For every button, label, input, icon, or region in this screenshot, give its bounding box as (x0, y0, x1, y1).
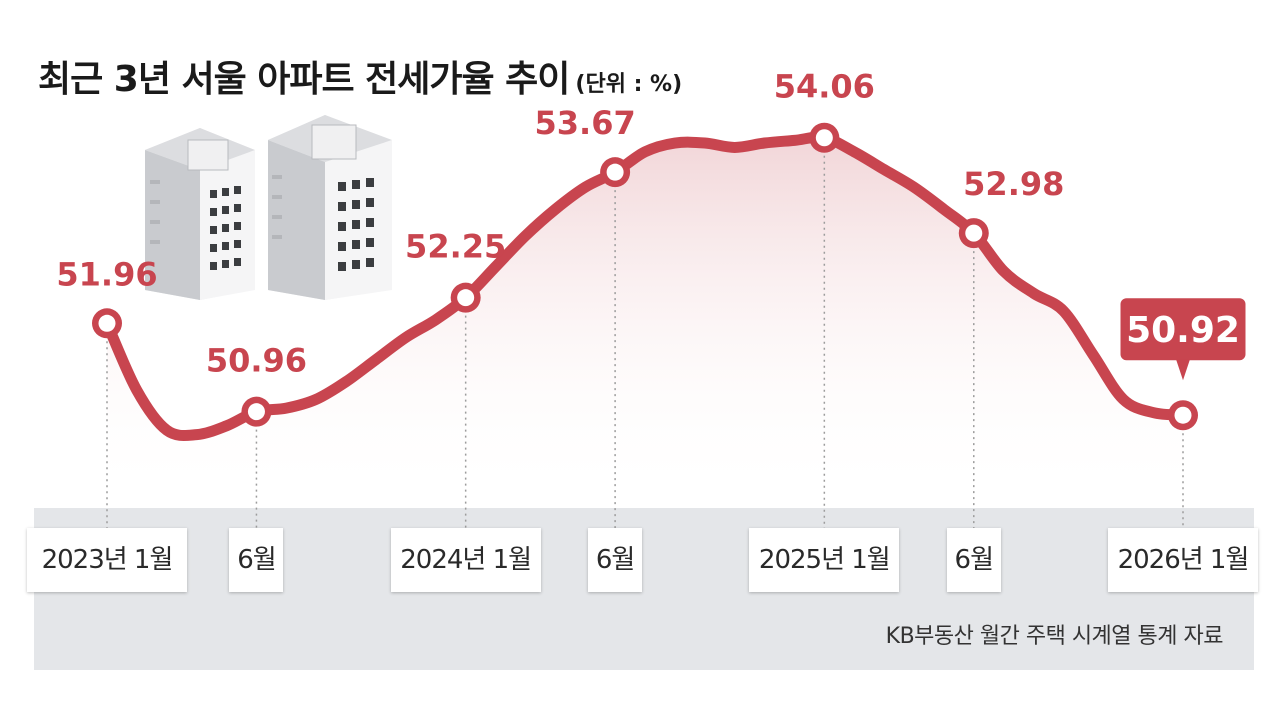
data-label: 52.25 (405, 228, 506, 266)
x-tick-label: 2025년 1월 (749, 528, 900, 592)
x-tick-label: 2024년 1월 (390, 528, 541, 592)
source-note: KB부동산 월간 주택 시계열 통계 자료 (885, 624, 1224, 649)
point-marker-center (1174, 406, 1192, 424)
data-label: 52.98 (963, 165, 1064, 203)
data-labels: 51.96 50.96 52.25 53.67 54.06 52.98 50.92 (56, 68, 1246, 381)
chart-title-text: 최근 3년 서울 아파트 전세가율 추이 (38, 59, 570, 100)
x-tick-label: 2026년 1월 (1108, 528, 1258, 592)
apartment-building-icon (145, 115, 392, 300)
series-line (101, 131, 1189, 442)
data-label: 53.67 (535, 104, 636, 142)
callout-box (1120, 298, 1246, 361)
data-label: 51.96 (56, 255, 157, 293)
callout-tail (1176, 359, 1190, 381)
point-marker-center (815, 129, 833, 147)
area-shape (107, 137, 1183, 501)
guide-lines (106, 149, 1184, 528)
point-marker-center (98, 314, 116, 332)
chart-title: 최근 3년 서울 아파트 전세가율 추이 (단위 : %) (38, 50, 682, 102)
highlight-callout: 50.92 (1120, 298, 1246, 381)
data-label: 50.96 (206, 342, 307, 380)
x-tick-label: 6월 (229, 528, 284, 592)
point-marker-center (457, 289, 475, 307)
point-marker-center (606, 163, 624, 181)
point-marker-center (965, 224, 983, 242)
series-line-path (101, 131, 1189, 442)
x-tick-label: 6월 (946, 528, 1001, 592)
area-fill (107, 137, 1183, 501)
x-tick-label: 2023년 1월 (27, 528, 187, 592)
data-label: 50.92 (1126, 310, 1240, 351)
x-tick-label: 6월 (588, 528, 643, 592)
unit-label: (단위 : %) (575, 72, 683, 97)
point-marker-center (247, 403, 265, 421)
point-markers (92, 122, 1198, 431)
data-label: 54.06 (774, 68, 875, 106)
